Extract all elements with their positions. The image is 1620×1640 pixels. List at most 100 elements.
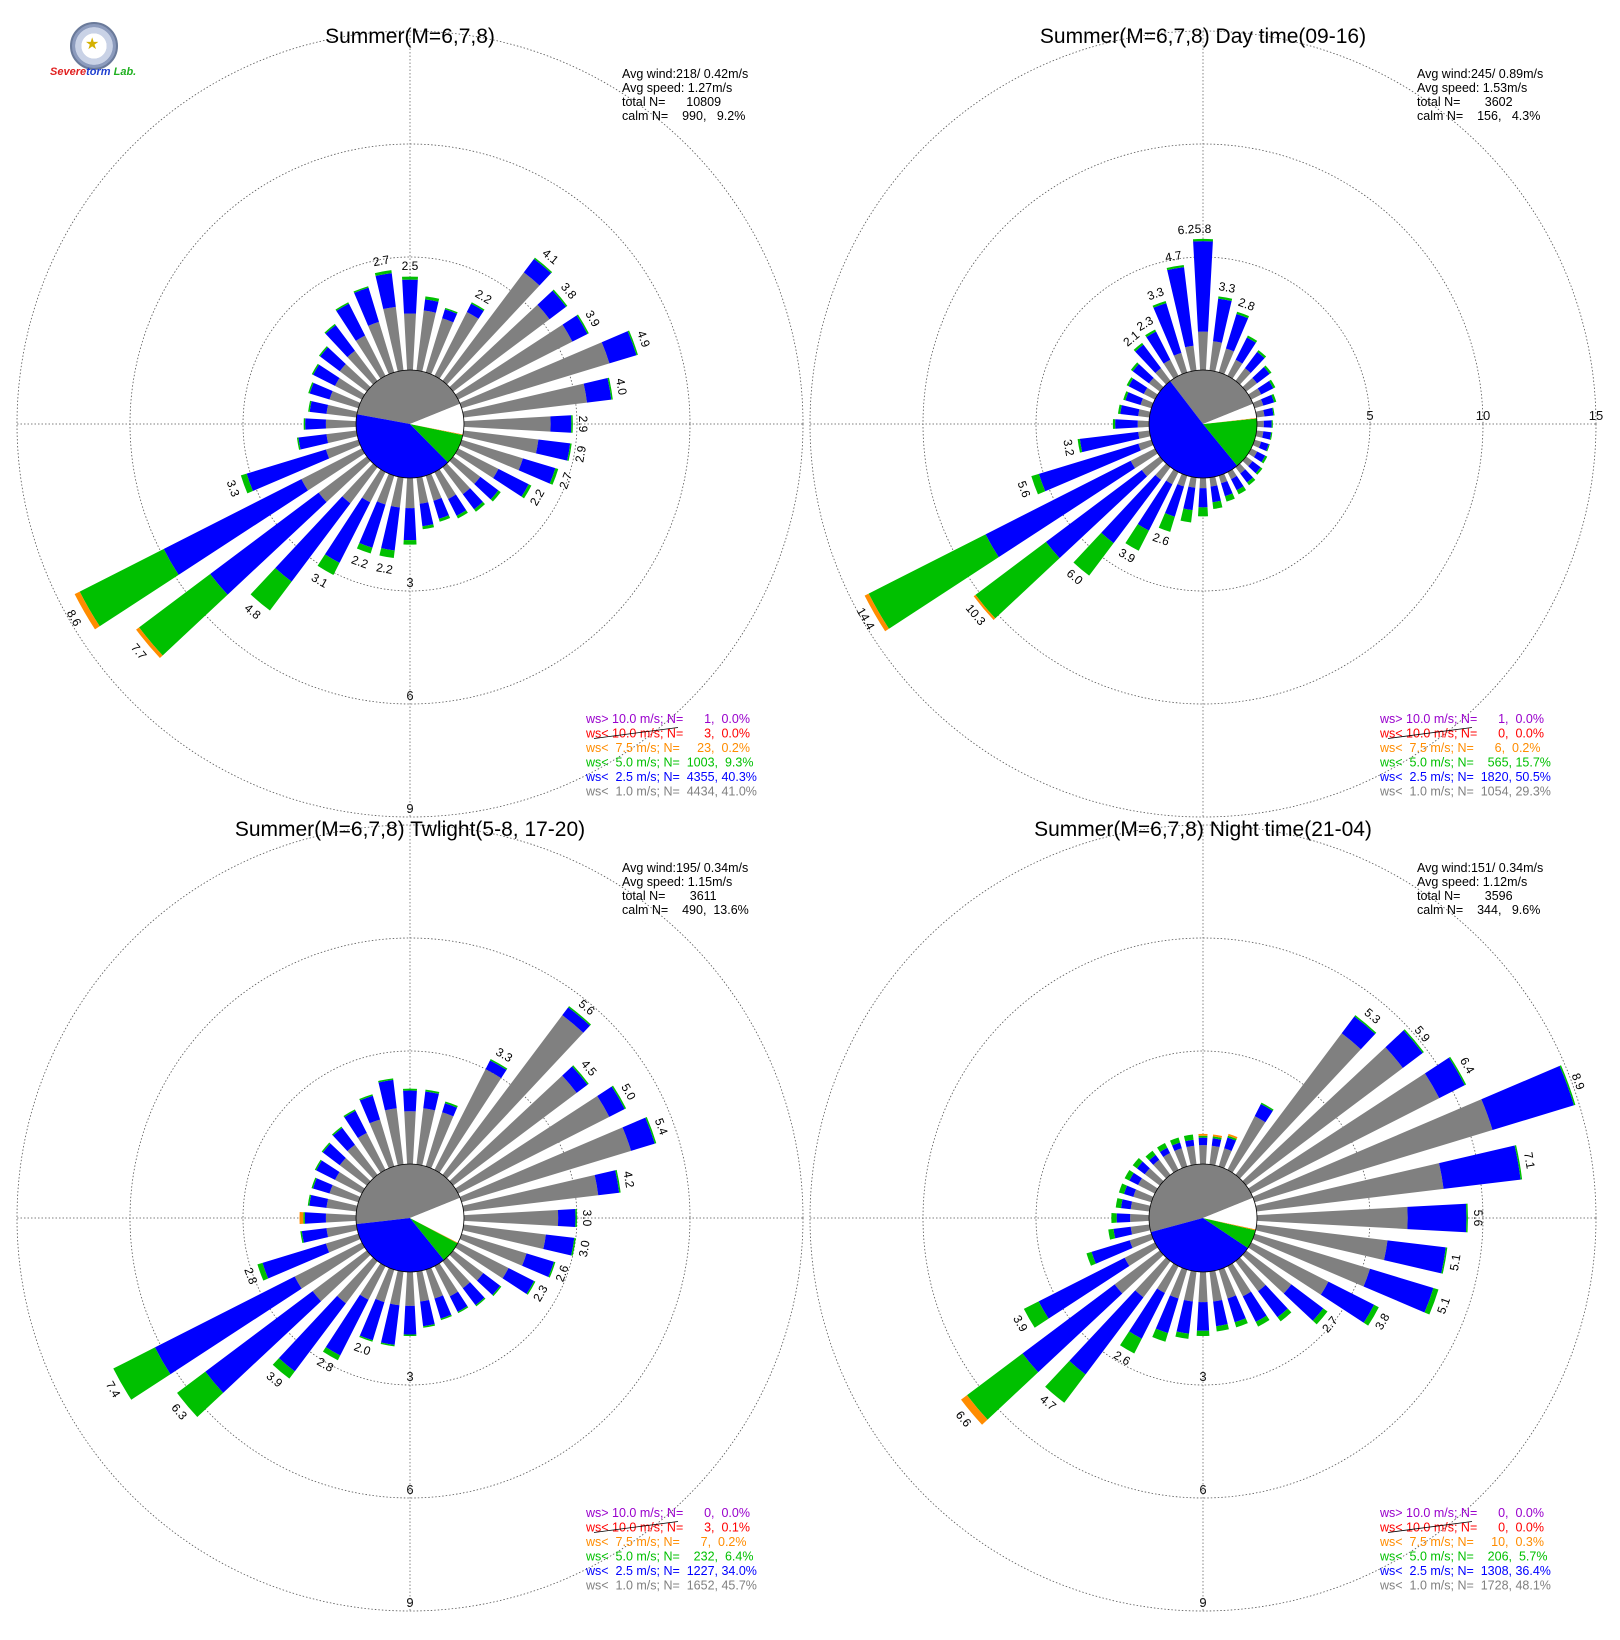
outer-ring bbox=[16, 824, 804, 1612]
bar-segment-lt1 bbox=[1252, 1233, 1370, 1287]
bar-segment-lt1 bbox=[1242, 1250, 1292, 1294]
bar-segment-lt25 bbox=[1383, 1240, 1446, 1274]
bar-segment-lt25 bbox=[1129, 1288, 1165, 1339]
bar-segment-lt5 bbox=[1269, 379, 1276, 389]
bar-value-label: 8.6 bbox=[64, 607, 85, 629]
bar-segment-lt25 bbox=[1164, 484, 1185, 517]
bar-segment-lt1 bbox=[357, 1132, 386, 1173]
calm-pie-remainder bbox=[410, 1197, 464, 1243]
bar-segment-lt1 bbox=[1183, 1270, 1197, 1302]
bar-segment-lt1 bbox=[1218, 1267, 1237, 1299]
ring-label: 3 bbox=[1199, 1369, 1206, 1384]
bar-segment-lt5 bbox=[1403, 1029, 1424, 1054]
bar-segment-lt5 bbox=[311, 1177, 317, 1189]
bar-segment-lt25 bbox=[1176, 1299, 1193, 1334]
bar-segment-lt1 bbox=[1130, 1201, 1151, 1212]
bar-segment-lt25 bbox=[1135, 344, 1162, 374]
bar-segment-lt25 bbox=[1213, 298, 1232, 343]
bar-segment-lt1 bbox=[1148, 377, 1164, 392]
bar-value-label: 5.6 bbox=[1015, 479, 1034, 500]
bar-value-label: 2.5 bbox=[402, 259, 419, 273]
stats-line: total N= 3602 bbox=[1417, 95, 1513, 109]
bar-segment-lt1 bbox=[1137, 420, 1150, 428]
bar-segment-lt5 bbox=[423, 1324, 436, 1328]
bar-value-label: 5.6 bbox=[1471, 1210, 1485, 1227]
bar-segment-lt1 bbox=[425, 318, 454, 375]
bar-segment-lt5 bbox=[1272, 407, 1275, 416]
bar-value-label: 2.2 bbox=[350, 553, 371, 572]
bar-segment-lt5 bbox=[257, 1262, 269, 1281]
bar-segment-lt1 bbox=[442, 463, 471, 495]
bar-segment-lt5 bbox=[1236, 486, 1247, 495]
bar-segment-lt25 bbox=[1129, 1172, 1142, 1186]
bar-segment-lt1 bbox=[459, 1127, 632, 1203]
bar-segment-lt5 bbox=[1212, 1136, 1222, 1140]
bar-segment-lt1 bbox=[455, 324, 573, 400]
bar-segment-lt25 bbox=[449, 1291, 468, 1312]
bar-segment-lt5 bbox=[1266, 443, 1270, 452]
bar-segment-lt1 bbox=[1227, 359, 1243, 379]
bar-segment-lt1 bbox=[459, 1233, 527, 1266]
bar-segment-lt25 bbox=[403, 508, 417, 541]
bar-segment-lt25 bbox=[1252, 367, 1270, 384]
legend-strike bbox=[1387, 727, 1473, 739]
bar-segment-lt1 bbox=[1169, 1267, 1188, 1299]
bar-segment-lt25 bbox=[1149, 1154, 1160, 1165]
legend-entry: ws< 10.0 m/s; N= 3, 0.1% bbox=[585, 1521, 750, 1535]
bar-segment-lt1 bbox=[425, 1112, 454, 1169]
panel-title: Summer(M=6,7,8) bbox=[325, 25, 495, 48]
logo-part: Lab. bbox=[113, 66, 137, 78]
bar-segment-lt1 bbox=[462, 1224, 546, 1250]
calm-circle-outline bbox=[1148, 369, 1258, 479]
bar-segment-lt1 bbox=[326, 430, 358, 444]
bar-segment-lt25 bbox=[1231, 475, 1244, 491]
bar-segment-lt25 bbox=[1263, 407, 1274, 417]
legend-entry: ws< 5.0 m/s; N= 565, 15.7% bbox=[1379, 756, 1551, 770]
bar-segment-lt25 bbox=[1242, 1291, 1267, 1322]
bar-segment-lt1 bbox=[1218, 1148, 1232, 1169]
bar-value-label: 5.1 bbox=[1434, 1295, 1453, 1316]
bar-segment-lt25 bbox=[1407, 1203, 1467, 1233]
bar-segment-lt5 bbox=[1118, 1183, 1127, 1194]
bar-segment-lt1 bbox=[1209, 1270, 1223, 1302]
stats-line: Avg speed: 1.53m/s bbox=[1417, 81, 1527, 95]
bar-segment-lt1 bbox=[449, 1250, 484, 1281]
bar-segment-lt5 bbox=[374, 270, 392, 277]
bar-segment-lt1 bbox=[1235, 1033, 1361, 1179]
university-seal-icon: ★ bbox=[70, 22, 118, 70]
bar-segment-lt1 bbox=[1129, 1233, 1154, 1249]
bar-segment-lt25 bbox=[1115, 419, 1138, 429]
bar-segment-lt1 bbox=[1248, 448, 1258, 458]
bar-segment-lt25 bbox=[359, 1298, 385, 1341]
bar-segment-lt1 bbox=[325, 439, 361, 459]
stats-line: Avg speed: 1.12m/s bbox=[1417, 875, 1527, 889]
bar-segment-lt25 bbox=[1116, 1213, 1131, 1223]
bar-segment-lt1 bbox=[1242, 377, 1258, 392]
bar-segment-lt25 bbox=[1123, 1185, 1137, 1197]
ring-label: 5 bbox=[1366, 408, 1373, 423]
bar-segment-lt25 bbox=[1167, 267, 1194, 348]
severe-storm-lab-logo: ★ Severetorm Lab. bbox=[50, 22, 150, 86]
bar-segment-lt1 bbox=[404, 313, 416, 371]
bar-segment-lt25 bbox=[420, 1299, 435, 1327]
legend-entry: ws> 10.0 m/s; N= 1, 0.0% bbox=[585, 712, 750, 726]
legend-entry: ws< 2.5 m/s; N= 1820, 50.5% bbox=[1379, 770, 1551, 784]
bar-segment-lt25 bbox=[1196, 1302, 1210, 1331]
bar-segment-lt1 bbox=[1141, 456, 1164, 477]
bar-segment-lt1 bbox=[416, 310, 436, 372]
bar-segment-lt1 bbox=[375, 1267, 395, 1303]
bar-segment-lt5 bbox=[1198, 1135, 1208, 1138]
bar-segment-lt25 bbox=[1225, 313, 1249, 352]
bar-segment-lt25 bbox=[1224, 1137, 1237, 1152]
bar-segment-lt25 bbox=[1038, 1257, 1130, 1319]
calm-pie-lt1 bbox=[356, 370, 461, 424]
legend-entry: ws< 2.5 m/s; N= 4355, 40.3% bbox=[585, 770, 757, 784]
bar-segment-lt5 bbox=[1077, 438, 1083, 453]
bar-segment-lt25 bbox=[562, 1007, 590, 1033]
bar-segment-lt25 bbox=[1079, 431, 1140, 453]
bar-segment-lt5 bbox=[571, 1237, 576, 1256]
bar-segment-lt1 bbox=[442, 1015, 584, 1179]
bar-segment-lt5 bbox=[1227, 1135, 1237, 1141]
bar-segment-lt5 bbox=[471, 302, 485, 311]
bar-segment-lt5 bbox=[572, 1065, 589, 1085]
